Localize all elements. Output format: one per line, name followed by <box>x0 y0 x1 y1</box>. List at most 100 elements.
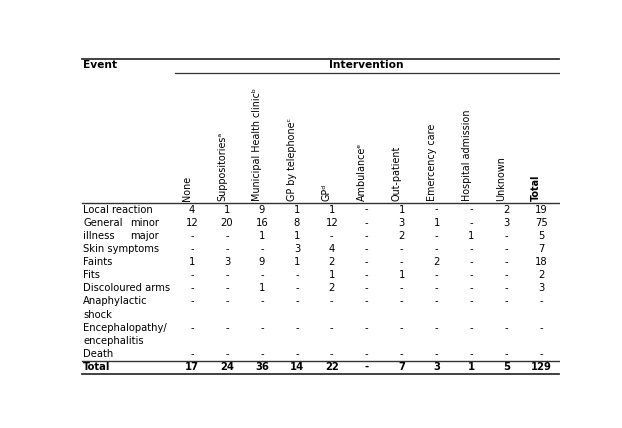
Text: -: - <box>225 297 229 306</box>
Text: Intervention: Intervention <box>330 60 404 70</box>
Text: -: - <box>470 257 473 267</box>
Text: Local reaction: Local reaction <box>83 205 153 214</box>
Text: -: - <box>190 297 194 306</box>
Text: -: - <box>400 323 404 333</box>
Text: 3: 3 <box>538 283 544 293</box>
Text: -: - <box>504 231 508 241</box>
Text: shock: shock <box>83 309 112 320</box>
Text: 19: 19 <box>535 205 548 214</box>
Text: -: - <box>504 323 508 333</box>
Text: 20: 20 <box>221 218 233 228</box>
Text: 2: 2 <box>538 270 545 280</box>
Text: 16: 16 <box>256 218 268 228</box>
Text: -: - <box>400 349 404 359</box>
Text: 1: 1 <box>294 205 300 214</box>
Text: 9: 9 <box>259 205 265 214</box>
Text: 1: 1 <box>399 270 405 280</box>
Text: -: - <box>435 270 439 280</box>
Text: -: - <box>190 323 194 333</box>
Text: 22: 22 <box>325 362 339 372</box>
Text: -: - <box>504 297 508 306</box>
Text: -: - <box>470 297 473 306</box>
Text: 18: 18 <box>535 257 548 267</box>
Text: -: - <box>365 244 369 254</box>
Text: -: - <box>365 297 369 306</box>
Text: Emercency care: Emercency care <box>427 124 437 201</box>
Text: -: - <box>225 244 229 254</box>
Text: -: - <box>365 323 369 333</box>
Text: -: - <box>470 205 473 214</box>
Text: -: - <box>470 323 473 333</box>
Text: -: - <box>539 297 543 306</box>
Text: -: - <box>470 270 473 280</box>
Text: Anaphylactic: Anaphylactic <box>83 297 147 306</box>
Text: -: - <box>435 231 439 241</box>
Text: 1: 1 <box>399 205 405 214</box>
Text: 1: 1 <box>189 257 195 267</box>
Text: Out-patient: Out-patient <box>392 146 402 201</box>
Text: -: - <box>435 349 439 359</box>
Text: -: - <box>365 270 369 280</box>
Text: -: - <box>365 205 369 214</box>
Text: -: - <box>504 257 508 267</box>
Text: 14: 14 <box>290 362 304 372</box>
Text: 2: 2 <box>503 205 509 214</box>
Text: -: - <box>365 231 369 241</box>
Text: -: - <box>435 297 439 306</box>
Text: -: - <box>400 297 404 306</box>
Text: 2: 2 <box>434 257 440 267</box>
Text: -: - <box>400 257 404 267</box>
Text: -: - <box>260 323 264 333</box>
Text: 3: 3 <box>399 218 405 228</box>
Text: 2: 2 <box>328 283 335 293</box>
Text: -: - <box>400 283 404 293</box>
Text: -: - <box>330 323 333 333</box>
Text: 9: 9 <box>259 257 265 267</box>
Text: 1: 1 <box>224 205 230 214</box>
Text: 3: 3 <box>294 244 300 254</box>
Text: 3: 3 <box>503 218 509 228</box>
Text: Total: Total <box>83 362 111 372</box>
Text: -: - <box>539 323 543 333</box>
Text: -: - <box>295 297 299 306</box>
Text: -: - <box>365 349 369 359</box>
Text: -: - <box>260 244 264 254</box>
Text: General: General <box>83 218 123 228</box>
Text: -: - <box>364 362 369 372</box>
Text: 4: 4 <box>328 244 335 254</box>
Text: -: - <box>260 270 264 280</box>
Text: Ambulanceᵉ: Ambulanceᵉ <box>357 143 367 201</box>
Text: -: - <box>225 231 229 241</box>
Text: -: - <box>190 244 194 254</box>
Text: Discoloured arms: Discoloured arms <box>83 283 170 293</box>
Text: -: - <box>330 349 333 359</box>
Text: -: - <box>435 205 439 214</box>
Text: Hospital admission: Hospital admission <box>462 110 471 201</box>
Text: -: - <box>504 283 508 293</box>
Text: -: - <box>365 283 369 293</box>
Text: -: - <box>225 270 229 280</box>
Text: -: - <box>470 283 473 293</box>
Text: -: - <box>435 323 439 333</box>
Text: -: - <box>225 283 229 293</box>
Text: -: - <box>330 231 333 241</box>
Text: 1: 1 <box>294 231 300 241</box>
Text: -: - <box>295 323 299 333</box>
Text: -: - <box>470 244 473 254</box>
Text: -: - <box>365 218 369 228</box>
Text: 3: 3 <box>433 362 440 372</box>
Text: 1: 1 <box>294 257 300 267</box>
Text: -: - <box>435 283 439 293</box>
Text: -: - <box>435 244 439 254</box>
Text: 2: 2 <box>328 257 335 267</box>
Text: -: - <box>504 244 508 254</box>
Text: 7: 7 <box>538 244 545 254</box>
Text: 1: 1 <box>468 231 475 241</box>
Text: minor: minor <box>130 218 159 228</box>
Text: -: - <box>400 244 404 254</box>
Text: Death: Death <box>83 349 113 359</box>
Text: GP by telephoneᶜ: GP by telephoneᶜ <box>287 118 297 201</box>
Text: 4: 4 <box>189 205 195 214</box>
Text: 1: 1 <box>259 231 265 241</box>
Text: Encephalopathy/: Encephalopathy/ <box>83 323 167 333</box>
